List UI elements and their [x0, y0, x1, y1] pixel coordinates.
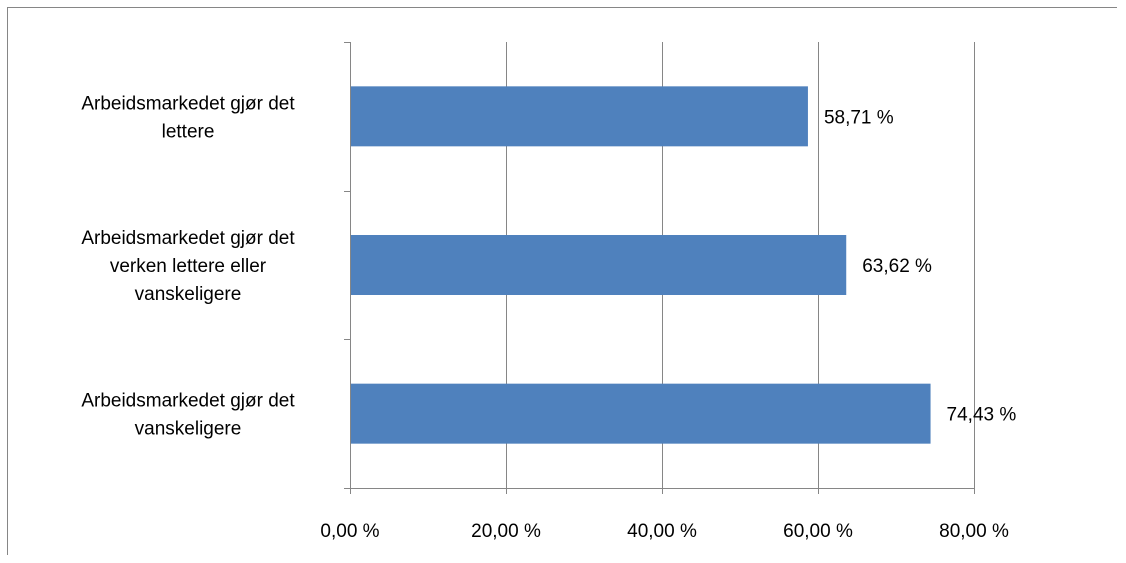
bars [351, 86, 931, 444]
category-label-line: verken lettere eller [110, 256, 267, 277]
category-label: Arbeidsmarkedet gjør det verken lettere e… [81, 228, 295, 305]
bar [351, 86, 808, 147]
labels: 0,00 % 20,00 % 40,00 % 60,00 % 80,00 % 58,71 … [81, 93, 1016, 542]
category-label: Arbeidsmarkedet gjør det lettere [81, 93, 295, 142]
category-label-line: vanskeligere [135, 284, 242, 305]
bar [351, 383, 931, 444]
x-tick-label: 60,00 % [783, 521, 853, 542]
x-tick-label: 40,00 % [627, 521, 697, 542]
data-label: 74,43 % [947, 405, 1017, 426]
data-label: 63,62 % [862, 256, 932, 277]
x-tick-label: 20,00 % [471, 521, 541, 542]
category-label: Arbeidsmarkedet gjør det vanskeligere [81, 391, 295, 440]
x-tick-label: 0,00 % [320, 521, 379, 542]
category-label-line: Arbeidsmarkedet gjør det [81, 228, 295, 249]
axes [344, 42, 975, 494]
category-label-line: Arbeidsmarkedet gjør det [81, 391, 295, 412]
data-label: 58,71 % [824, 107, 894, 128]
x-tick-label: 80,00 % [939, 521, 1009, 542]
category-label-line: vanskeligere [135, 419, 242, 440]
category-label-line: Arbeidsmarkedet gjør det [81, 93, 295, 114]
bar [351, 235, 847, 295]
category-label-line: lettere [162, 121, 215, 142]
